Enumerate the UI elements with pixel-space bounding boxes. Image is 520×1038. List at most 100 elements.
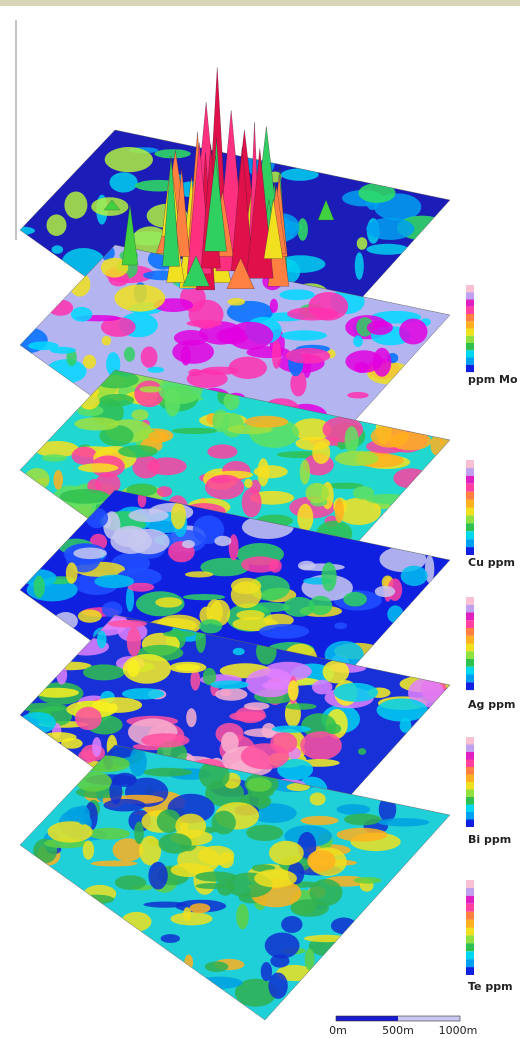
anomaly bbox=[92, 737, 101, 757]
anomaly bbox=[113, 526, 148, 547]
anomaly bbox=[300, 460, 310, 485]
legend-swatch bbox=[466, 675, 474, 683]
legend-swatch bbox=[466, 365, 474, 372]
anomaly bbox=[231, 578, 261, 594]
anomaly bbox=[182, 540, 195, 548]
anomaly bbox=[334, 622, 347, 629]
anomaly bbox=[74, 417, 119, 430]
anomaly bbox=[148, 862, 167, 890]
legend-swatch bbox=[466, 321, 474, 328]
anomaly bbox=[127, 627, 141, 657]
layer-label: Cu ppm bbox=[468, 556, 515, 569]
scale-label: 1000m bbox=[439, 1024, 478, 1037]
anomaly bbox=[297, 504, 313, 532]
anomaly bbox=[358, 748, 366, 755]
anomaly bbox=[165, 388, 181, 417]
legend-swatch bbox=[466, 292, 474, 299]
anomaly bbox=[185, 571, 213, 577]
legend-swatch bbox=[466, 628, 474, 636]
anomaly bbox=[88, 828, 130, 840]
legend-swatch bbox=[466, 597, 474, 605]
legend-swatch bbox=[466, 760, 474, 768]
anomaly bbox=[358, 183, 395, 203]
anomaly bbox=[210, 680, 248, 689]
anomaly bbox=[76, 772, 112, 792]
legend-swatch bbox=[466, 959, 474, 967]
anomaly bbox=[304, 935, 349, 942]
anomaly bbox=[353, 486, 374, 500]
legend-swatch bbox=[466, 350, 474, 357]
anomaly bbox=[187, 320, 223, 327]
anomaly bbox=[34, 576, 45, 598]
anomaly bbox=[269, 559, 282, 573]
anomaly bbox=[139, 386, 161, 392]
anomaly bbox=[335, 499, 344, 523]
anomaly bbox=[122, 688, 164, 699]
legend-swatch bbox=[466, 476, 474, 484]
anomaly bbox=[229, 534, 239, 560]
anomaly bbox=[401, 566, 428, 586]
anomaly bbox=[201, 367, 238, 375]
anomaly bbox=[118, 445, 158, 458]
anomaly bbox=[163, 631, 196, 637]
top-strip bbox=[0, 0, 520, 6]
anomaly bbox=[121, 912, 151, 932]
legend-swatch bbox=[466, 935, 474, 943]
anomaly bbox=[337, 804, 371, 815]
legend-swatch bbox=[466, 880, 474, 888]
anomaly bbox=[183, 594, 225, 600]
layer-label: Bi ppm bbox=[468, 833, 511, 846]
anomaly bbox=[115, 285, 166, 312]
stacked-maps: ppm MoCu ppmAg ppmBi ppmTe ppm 0m 500m 1… bbox=[0, 0, 520, 1038]
anomaly bbox=[345, 426, 359, 453]
anomaly bbox=[285, 703, 316, 710]
anomaly bbox=[83, 355, 96, 369]
anomaly bbox=[48, 821, 93, 842]
anomaly bbox=[288, 680, 299, 700]
anomaly bbox=[158, 833, 191, 854]
anomaly bbox=[310, 793, 326, 806]
anomaly bbox=[308, 292, 348, 321]
anomaly bbox=[280, 289, 315, 300]
legend-swatch bbox=[466, 820, 474, 828]
anomaly bbox=[245, 416, 289, 428]
anomaly bbox=[53, 470, 63, 490]
legend-swatch bbox=[466, 737, 474, 745]
anomaly bbox=[399, 319, 427, 345]
anomaly bbox=[228, 322, 274, 350]
scale-seg bbox=[398, 1016, 460, 1021]
anomaly bbox=[47, 214, 67, 236]
anomaly bbox=[353, 335, 363, 347]
figure: ppm MoCu ppmAg ppmBi ppmTe ppm 0m 500m 1… bbox=[0, 0, 520, 1038]
scale-label: 0m bbox=[329, 1024, 347, 1037]
legend-swatch bbox=[466, 896, 474, 904]
anomaly bbox=[270, 299, 278, 313]
legend-swatch bbox=[466, 812, 474, 820]
legend-swatch bbox=[466, 547, 474, 555]
anomaly bbox=[161, 934, 180, 943]
anomaly bbox=[91, 861, 138, 867]
anomaly bbox=[60, 489, 109, 504]
legend-swatch bbox=[466, 775, 474, 783]
anomaly bbox=[244, 479, 252, 488]
anomaly bbox=[344, 814, 381, 826]
legend-swatch bbox=[466, 468, 474, 476]
legend-swatch bbox=[466, 967, 474, 975]
legend-swatch bbox=[466, 943, 474, 951]
legend-swatch bbox=[466, 659, 474, 667]
legend-swatch bbox=[466, 285, 474, 292]
anomaly bbox=[300, 731, 342, 760]
anomaly bbox=[375, 586, 395, 597]
anomaly bbox=[270, 954, 289, 967]
scale-seg bbox=[336, 1016, 398, 1021]
anomaly bbox=[301, 816, 339, 825]
anomaly bbox=[102, 336, 111, 346]
anomaly bbox=[110, 172, 138, 192]
anomaly bbox=[281, 916, 302, 933]
anomaly bbox=[171, 503, 186, 530]
anomaly bbox=[258, 458, 270, 486]
legend-swatch bbox=[466, 531, 474, 539]
anomaly bbox=[50, 347, 76, 354]
anomaly bbox=[198, 846, 234, 866]
anomaly bbox=[354, 877, 382, 884]
